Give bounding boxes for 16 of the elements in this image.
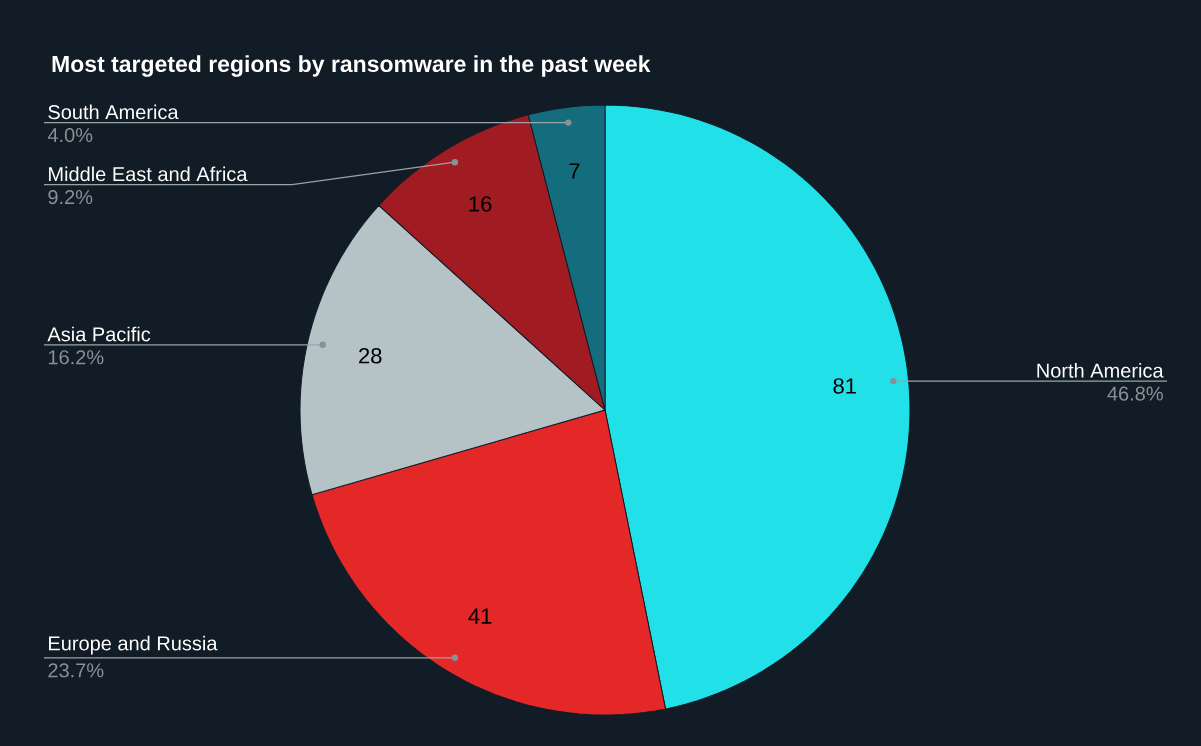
slice-label: North America xyxy=(1037,363,1164,378)
data-label: 7 xyxy=(569,163,580,179)
slice-label: Asia Pacific xyxy=(47,326,151,342)
slice-label: Europe and Russia xyxy=(49,635,218,655)
slice-label: South America xyxy=(48,104,179,120)
text: 16.2% xyxy=(48,350,104,365)
data-label: 81 xyxy=(833,378,856,394)
data-label: 41 xyxy=(468,608,492,624)
data-label: 28 xyxy=(359,348,382,364)
text: 4.0% xyxy=(47,127,93,143)
text: 46.8% xyxy=(1107,386,1163,401)
text: 23.7% xyxy=(48,663,104,678)
chart-title: Most targeted regions by ransomware in the past week xyxy=(52,55,651,77)
data-label: 16 xyxy=(469,196,492,212)
text: 9.2% xyxy=(48,189,93,205)
slice-label: Middle East and Africa xyxy=(49,166,248,182)
